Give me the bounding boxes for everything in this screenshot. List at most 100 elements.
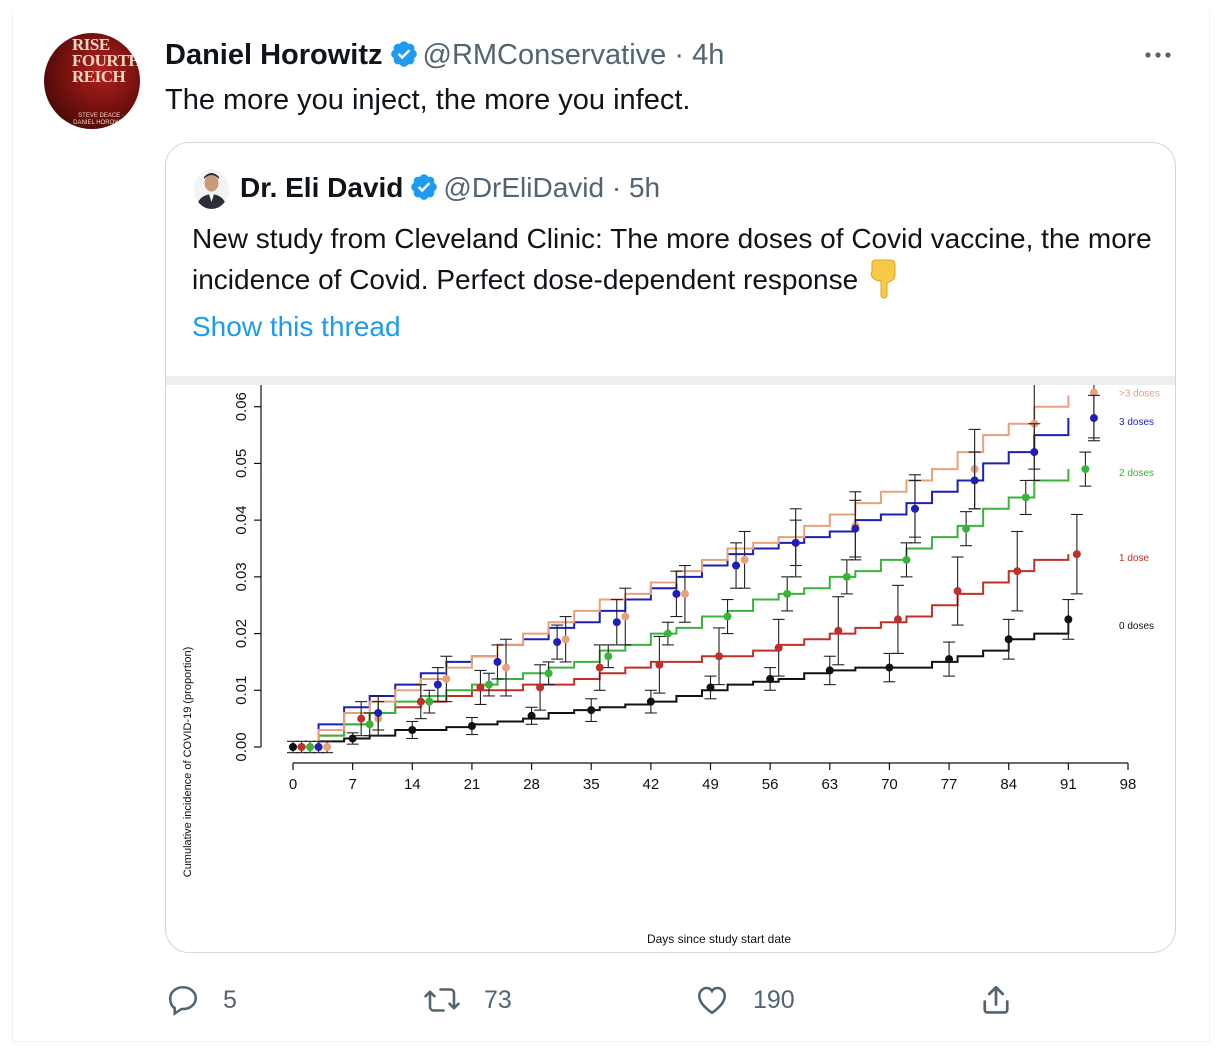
data-point	[910, 504, 919, 513]
data-point	[536, 683, 545, 692]
share-button[interactable]	[978, 975, 1036, 1025]
data-point	[825, 666, 834, 675]
pointing-down-icon	[864, 259, 900, 299]
series-line	[293, 418, 1070, 748]
data-point	[1021, 493, 1030, 502]
author-avatar[interactable]: RISE FOURTH REICH STEVE DEACE · DANIEL H…	[44, 33, 140, 129]
data-point	[1072, 550, 1081, 559]
quoted-time[interactable]: · 5h	[611, 172, 661, 203]
data-point	[1004, 635, 1013, 644]
data-point	[527, 711, 536, 720]
data-point	[1030, 448, 1039, 457]
data-point	[945, 655, 954, 664]
data-point	[740, 555, 749, 564]
quoted-author-handle[interactable]: @DrEliDavid	[443, 172, 605, 203]
data-point	[834, 626, 843, 635]
x-tick-label: 70	[881, 776, 898, 793]
x-tick-label: 84	[1000, 776, 1017, 793]
data-point	[791, 538, 800, 547]
quoted-text: New study from Cleveland Clinic: The mor…	[192, 219, 1172, 300]
series-line	[293, 622, 1070, 748]
quoted-author-avatar[interactable]	[194, 169, 229, 209]
x-tick-label: 35	[583, 776, 600, 793]
data-point	[1089, 414, 1098, 423]
y-tick-label: 0.05	[233, 449, 250, 478]
data-point	[672, 589, 681, 598]
data-point	[621, 612, 630, 621]
tweet-header: Daniel Horowitz @RMConservative · 4h	[165, 38, 724, 72]
data-point	[732, 561, 741, 570]
data-point	[433, 680, 442, 689]
data-point	[680, 589, 689, 598]
y-tick-label: 0.02	[233, 619, 250, 648]
legend-label: >3 doses	[1119, 389, 1160, 400]
avatar-title: RISE FOURTH REICH	[72, 35, 140, 86]
data-point	[1081, 465, 1090, 474]
retweet-count: 73	[484, 985, 512, 1014]
data-point	[502, 663, 511, 672]
legend-label: 3 doses	[1119, 417, 1154, 428]
data-point	[715, 652, 724, 661]
author-name[interactable]: Daniel Horowitz	[165, 39, 383, 71]
data-point	[408, 725, 417, 734]
x-axis-label: Days since study start date	[647, 932, 791, 946]
author-handle[interactable]: @RMConservative	[422, 39, 667, 71]
quoted-header: Dr. Eli David @DrEliDavid · 5h	[240, 171, 660, 205]
action-bar: 5 73 190	[0, 975, 1230, 1025]
data-point	[663, 629, 672, 638]
y-tick-label: 0.04	[233, 506, 250, 535]
data-point	[553, 638, 562, 647]
more-options-icon[interactable]	[1142, 40, 1176, 70]
x-tick-label: 14	[404, 776, 421, 793]
y-tick-label: 0.03	[233, 562, 250, 591]
show-thread-link[interactable]: Show this thread	[192, 311, 401, 342]
x-tick-label: 49	[702, 776, 719, 793]
series-line	[293, 554, 1070, 748]
data-point	[348, 734, 357, 743]
data-point	[723, 612, 732, 621]
data-point	[1013, 567, 1022, 576]
x-tick-label: 42	[643, 776, 660, 793]
like-count: 190	[753, 985, 795, 1014]
data-point	[476, 683, 485, 692]
x-tick-label: 7	[348, 776, 356, 793]
data-point	[357, 714, 366, 723]
data-point	[655, 660, 664, 669]
x-tick-label: 28	[523, 776, 540, 793]
verified-badge-icon	[409, 172, 439, 202]
x-tick-label: 63	[821, 776, 838, 793]
tweet-time[interactable]: · 4h	[674, 39, 725, 71]
data-point	[604, 652, 613, 661]
quoted-tweet[interactable]: Dr. Eli David @DrEliDavid · 5h New study …	[165, 142, 1176, 953]
quoted-author-name[interactable]: Dr. Eli David	[240, 172, 404, 203]
retweet-icon	[424, 988, 460, 1012]
x-tick-label: 91	[1060, 776, 1077, 793]
like-button[interactable]: 190	[693, 975, 795, 1025]
data-point	[970, 476, 979, 485]
media-divider	[166, 376, 1175, 385]
verified-badge-icon	[389, 39, 419, 69]
x-tick-label: 21	[464, 776, 481, 793]
heart-icon	[697, 986, 727, 1015]
y-tick-label: 0.01	[233, 676, 250, 705]
reply-button[interactable]: 5	[165, 975, 237, 1025]
incidence-chart[interactable]: 0 7 14 21 28 35 42 49 56 63 70 77 84 91 98 0.00 0.01 0.02…	[166, 385, 1175, 953]
data-point	[323, 743, 332, 751]
legend-label: 2 doses	[1119, 468, 1154, 479]
data-point	[962, 524, 971, 533]
avatar-authors: STEVE DEACE · DANIEL HOROWITZ	[73, 113, 129, 126]
data-point	[774, 643, 783, 652]
share-icon	[983, 985, 1009, 1014]
retweet-button[interactable]: 73	[422, 975, 512, 1025]
data-point	[893, 615, 902, 624]
data-point	[306, 743, 315, 751]
data-point	[425, 697, 434, 706]
x-tick-label: 98	[1120, 776, 1137, 793]
data-point	[416, 697, 425, 706]
data-point	[902, 555, 911, 564]
series-line	[293, 469, 1070, 748]
reply-icon	[168, 985, 198, 1016]
data-point	[766, 674, 775, 683]
data-point	[885, 663, 894, 672]
y-tick-label: 0.00	[233, 732, 250, 761]
